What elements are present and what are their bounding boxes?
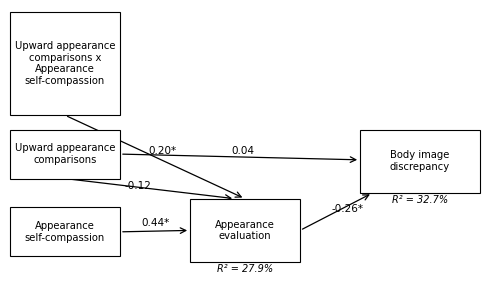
- Text: Upward appearance
comparisons x
Appearance
self-compassion: Upward appearance comparisons x Appearan…: [15, 41, 115, 86]
- Text: 0.20*: 0.20*: [148, 146, 176, 156]
- Text: -0.26*: -0.26*: [332, 204, 364, 214]
- Text: Appearance
evaluation: Appearance evaluation: [215, 219, 275, 241]
- FancyBboxPatch shape: [10, 130, 120, 179]
- Text: R² = 27.9%: R² = 27.9%: [217, 264, 273, 274]
- Text: 0.44*: 0.44*: [141, 218, 169, 228]
- FancyBboxPatch shape: [190, 199, 300, 262]
- FancyBboxPatch shape: [10, 207, 120, 256]
- Text: Body image
discrepancy: Body image discrepancy: [390, 150, 450, 172]
- FancyBboxPatch shape: [10, 12, 120, 115]
- Text: Upward appearance
comparisons: Upward appearance comparisons: [15, 143, 115, 165]
- Text: R² = 32.7%: R² = 32.7%: [392, 195, 448, 205]
- FancyBboxPatch shape: [360, 130, 480, 193]
- Text: Appearance
self-compassion: Appearance self-compassion: [25, 221, 105, 242]
- Text: 0.04: 0.04: [231, 146, 254, 156]
- Text: -0.12: -0.12: [124, 181, 151, 191]
